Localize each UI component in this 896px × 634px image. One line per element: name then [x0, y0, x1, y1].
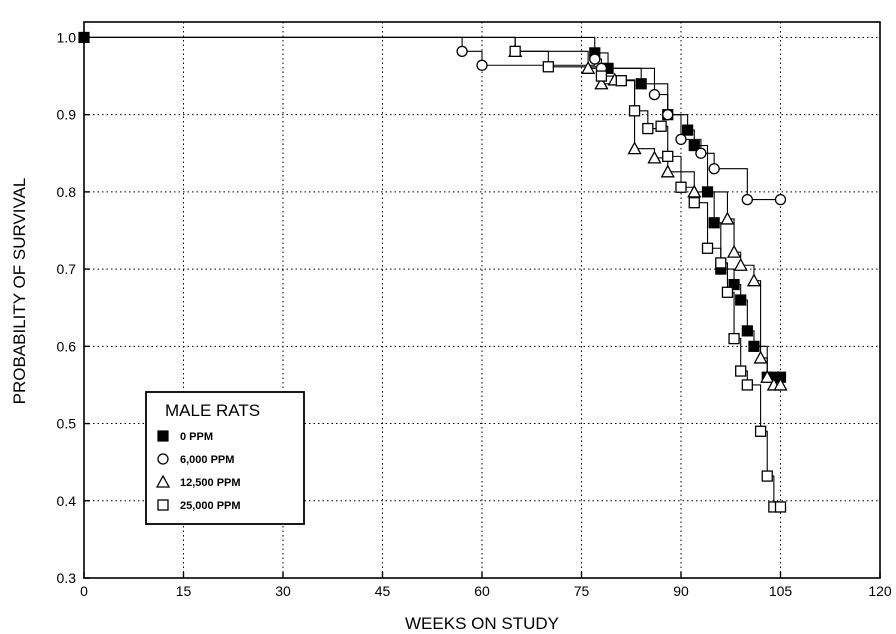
data-point-series-4: [754, 425, 767, 437]
data-point-series-3: [733, 257, 748, 271]
legend-symbol-4: [157, 499, 169, 511]
data-point-series-1: [688, 139, 700, 152]
data-point-series-4: [595, 70, 608, 82]
data-point-series-2: [589, 53, 601, 65]
data-point-series-4: [715, 257, 727, 269]
y-tick-label: 0.5: [57, 416, 77, 432]
data-point-series-2: [456, 45, 468, 57]
y-axis-label: PROBABILITY OF SURVIVAL: [10, 178, 29, 405]
x-tick-label: 30: [275, 583, 291, 599]
y-tick-label: 0.7: [57, 261, 77, 277]
legend-title: MALE RATS: [165, 401, 260, 420]
data-point-series-1: [735, 294, 747, 306]
legend-symbol-1: [157, 430, 169, 442]
data-point-series-2: [695, 147, 707, 159]
legend-label-3: 12,500 PPM: [180, 477, 241, 489]
data-point-series-1: [748, 340, 760, 352]
data-point-series-4: [628, 105, 641, 117]
data-point-series-3: [627, 141, 642, 155]
data-point-series-4: [542, 61, 554, 73]
y-tick-label: 1.0: [57, 29, 77, 45]
data-point-series-4: [735, 365, 747, 377]
legend-label-2: 6,000 PPM: [180, 454, 234, 466]
x-tick-label: 120: [868, 583, 892, 599]
data-point-series-2: [708, 163, 720, 175]
x-tick-label: 105: [769, 583, 793, 599]
legend: MALE RATS 0 PPM 6,000 PPM 12,500 PPM 25,000…: [145, 391, 305, 525]
legend-items: 0 PPM 6,000 PPM 12,500 PPM 25,000 PPM: [155, 430, 241, 512]
data-point-series-4: [741, 379, 753, 391]
data-point-series-3: [726, 244, 742, 258]
y-tick-label: 0.6: [57, 338, 77, 354]
data-point-series-1: [701, 186, 714, 198]
data-point-series-4: [728, 332, 740, 345]
data-point-series-4: [642, 122, 654, 135]
x-tick-label: 45: [375, 583, 391, 599]
x-axis-label: WEEKS ON STUDY: [405, 614, 559, 633]
data-point-series-2: [675, 133, 687, 146]
series-line-3: [84, 36, 781, 386]
data-point-series-4: [615, 75, 627, 87]
data-point-series-3: [720, 211, 735, 225]
y-tick-label: 0.4: [57, 493, 77, 509]
legend-symbol-2: [157, 453, 169, 465]
data-point-series-3: [753, 350, 768, 364]
data-point-series-2: [476, 59, 488, 71]
data-point-series-3: [746, 273, 762, 287]
data-point-series-2: [648, 88, 661, 101]
data-point-series-1: [728, 278, 740, 291]
legend-label-1: 0 PPM: [180, 431, 213, 443]
data-point-series-1: [635, 78, 647, 90]
series-markers: [78, 31, 788, 513]
x-tick-label: 0: [80, 583, 88, 599]
y-tick-label: 0.8: [57, 184, 77, 200]
y-tick-label: 0.3: [57, 570, 77, 586]
legend-label-4: 25,000 PPM: [180, 500, 241, 512]
data-point-series-4: [655, 120, 667, 132]
data-point-series-4: [688, 197, 700, 209]
data-point-series-2: [774, 193, 787, 206]
data-point-series-4: [662, 150, 674, 163]
data-point-series-4: [509, 45, 521, 57]
data-point-series-2: [662, 109, 674, 121]
data-point-series-4: [701, 242, 714, 254]
data-point-series-3: [760, 369, 775, 383]
data-point-series-4: [675, 181, 687, 193]
x-tick-label: 60: [474, 583, 490, 599]
series-line-1: [84, 36, 781, 378]
x-tick-label: 90: [673, 583, 689, 599]
data-point-series-3: [581, 60, 596, 74]
y-tick-label: 0.9: [57, 107, 77, 123]
data-point-series-3: [773, 377, 788, 391]
data-point-series-3: [687, 184, 702, 198]
data-point-series-1: [708, 217, 720, 229]
data-point-series-4: [761, 470, 773, 482]
data-point-series-1: [682, 124, 694, 136]
data-point-series-4: [721, 286, 734, 298]
x-tick-label: 15: [176, 583, 192, 599]
legend-symbol-3: [155, 474, 171, 488]
data-point-series-3: [647, 150, 662, 164]
legend-box: [145, 391, 305, 525]
data-point-series-2: [741, 193, 753, 206]
data-point-series-1: [741, 325, 753, 337]
axis-ticks: 0 15 30 45 60 75 90 105 120 0.3 0.4 0.5 0.6 0.7 0.8 0.9…: [57, 29, 892, 599]
series-line-2: [84, 36, 781, 201]
data-point-series-3: [660, 164, 675, 178]
x-tick-label: 75: [574, 583, 590, 599]
data-point-series-4: [774, 501, 787, 513]
data-point-series-3: [594, 76, 609, 90]
